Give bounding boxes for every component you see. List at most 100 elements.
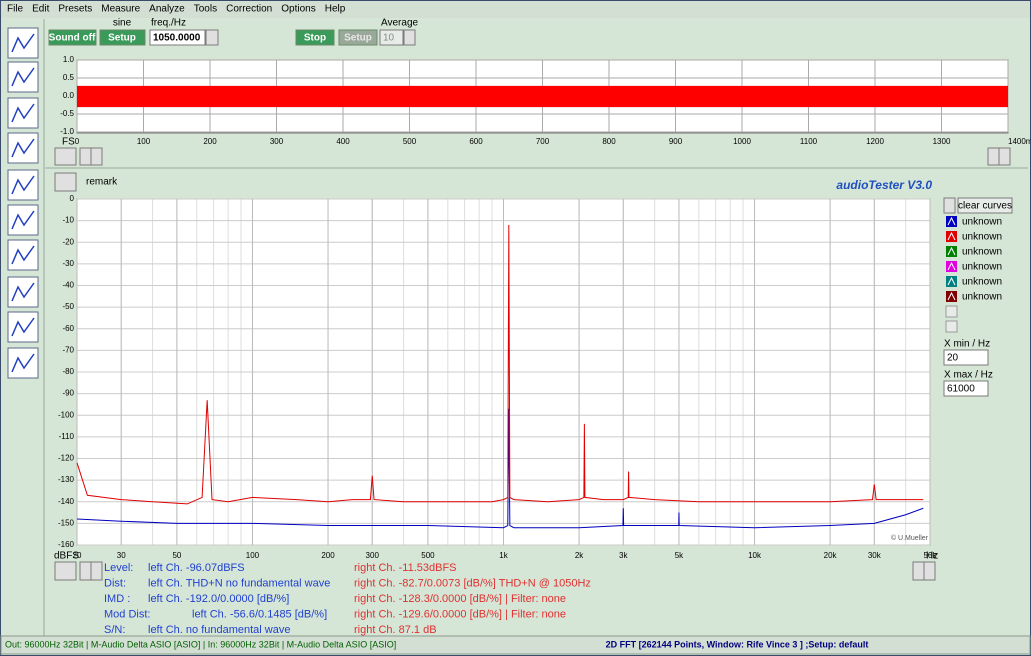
result-label: Dist: — [104, 577, 126, 589]
chart-title: audioTester V3.0 — [836, 178, 932, 192]
result-left: left Ch. -56.6/0.1485 [dB/%] — [192, 608, 327, 620]
legend-glyph — [947, 246, 956, 256]
menu-item[interactable]: File — [7, 4, 24, 15]
setup-button[interactable] — [99, 29, 146, 46]
x-tick-label: 500 — [403, 137, 417, 146]
scroll-button[interactable] — [54, 147, 77, 166]
credit: © U.Mueller — [891, 534, 929, 542]
x-tick-label: 100 — [246, 551, 260, 560]
y-tick-label: -130 — [58, 475, 75, 484]
y-tick-label: -20 — [62, 237, 74, 246]
menu: File Edit Presets Measure Analyze Tools Correc… — [7, 4, 346, 15]
legend-label: unknown — [962, 217, 1002, 228]
x-tick-label: 100 — [137, 137, 151, 146]
stop-button[interactable] — [295, 29, 335, 46]
x-axis-label: Hz — [926, 551, 938, 562]
legend-swatch — [946, 276, 957, 287]
status-left: Out: 96000Hz 32Bit | M-Audio Delta ASIO … — [5, 639, 396, 649]
signal-band — [77, 85, 1008, 108]
legend-glyph — [947, 261, 956, 271]
freq-input[interactable] — [149, 29, 206, 46]
scroll-button[interactable] — [912, 561, 925, 581]
tool-icon[interactable] — [7, 204, 39, 236]
setup2-button[interactable] — [338, 29, 378, 46]
tool-icon[interactable] — [7, 239, 39, 271]
menu-item[interactable]: Options — [281, 4, 315, 15]
button-label: Setup — [108, 33, 136, 44]
tool-icon[interactable] — [7, 347, 39, 379]
y-tick-label: -50 — [62, 302, 74, 311]
spinner[interactable] — [205, 29, 219, 46]
scroll-button[interactable] — [923, 561, 936, 581]
menu-item[interactable]: Correction — [226, 4, 272, 15]
tool-icon[interactable] — [7, 97, 39, 129]
tool-icon[interactable] — [7, 61, 39, 93]
y-tick-label: -10 — [62, 216, 74, 225]
menu-item[interactable]: Presets — [58, 4, 92, 15]
scroll-button[interactable] — [79, 147, 92, 166]
x-tick-label: 2k — [575, 551, 584, 560]
scroll-button[interactable] — [54, 561, 77, 581]
scroll-button[interactable] — [90, 561, 103, 581]
icon-glyph — [11, 282, 35, 302]
x-tick-label: 1400ms — [1008, 137, 1031, 146]
result-left: left Ch. -192.0/0.0000 [dB/%] — [148, 593, 289, 605]
results: Level: left Ch. -96.07dBFS right Ch. -11.5… — [104, 562, 591, 636]
menu-item[interactable]: Analyze — [149, 4, 185, 15]
tool-icon[interactable] — [7, 132, 39, 164]
result-right: right Ch. -82.7/0.0073 [dB/%] THD+N @ 10… — [354, 577, 591, 589]
scroll-button[interactable] — [998, 147, 1011, 166]
x-tick-label: 200 — [203, 137, 217, 146]
x-tick-label: 400 — [336, 137, 350, 146]
x-tick-label: 1k — [499, 551, 508, 560]
result-label: IMD : — [104, 593, 130, 605]
legend-label: unknown — [962, 277, 1002, 288]
x-tick-label: 600 — [469, 137, 483, 146]
spinner[interactable] — [403, 29, 416, 46]
x-tick-label: 50 — [172, 551, 181, 560]
checkbox[interactable] — [945, 305, 958, 318]
x-max-input[interactable] — [943, 380, 989, 397]
legend-glyph — [947, 231, 956, 241]
y-axis-label: FS — [62, 137, 75, 148]
menu-item[interactable]: Tools — [194, 4, 217, 15]
menu-item[interactable]: Help — [325, 4, 346, 15]
scroll-button[interactable] — [54, 172, 77, 192]
x-tick-label: 30 — [117, 551, 126, 560]
clear-curves-button[interactable] — [957, 197, 1013, 214]
y-tick-label: 0.5 — [63, 73, 75, 82]
scroll-button[interactable] — [987, 147, 1000, 166]
y-tick-label: 0 — [70, 194, 75, 203]
tool-icon[interactable] — [7, 276, 39, 308]
x-tick-label: 20k — [824, 551, 838, 560]
input-value: 20 — [947, 353, 959, 364]
tool-icon[interactable] — [7, 311, 39, 343]
average-input[interactable] — [379, 29, 404, 46]
scroll-button[interactable] — [90, 147, 103, 166]
sound-off-button[interactable] — [48, 29, 97, 46]
spinner[interactable] — [943, 197, 956, 214]
icon-glyph — [11, 245, 35, 265]
y-axis-label: dBFS — [54, 551, 79, 562]
menu-item[interactable]: Measure — [101, 4, 140, 15]
icon-glyph — [11, 353, 35, 373]
x-tick-label: 500 — [421, 551, 435, 560]
menu-item[interactable]: Edit — [32, 4, 49, 15]
label: X max / Hz — [944, 370, 993, 381]
result-left: left Ch. THD+N no fundamental wave — [148, 577, 330, 589]
result-right: right Ch. 87.1 dB — [354, 624, 437, 636]
scroll-button[interactable] — [79, 561, 92, 581]
tool-icon[interactable] — [7, 169, 39, 201]
x-min-input[interactable] — [943, 349, 989, 366]
result-right: right Ch. -129.6/0.0000 [dB/%] | Filter:… — [354, 608, 566, 620]
tool-icon[interactable] — [7, 27, 39, 59]
status-right: 2D FFT [262144 Points, Window: Rife Vinc… — [606, 639, 869, 649]
icon-glyph — [11, 138, 35, 158]
legend-label: unknown — [962, 292, 1002, 303]
checkbox[interactable] — [945, 320, 958, 333]
y-tick-label: -150 — [58, 518, 75, 527]
result-left: left Ch. -96.07dBFS — [148, 562, 245, 574]
x-tick-label: 200 — [321, 551, 335, 560]
button-label: clear curves — [958, 201, 1012, 212]
